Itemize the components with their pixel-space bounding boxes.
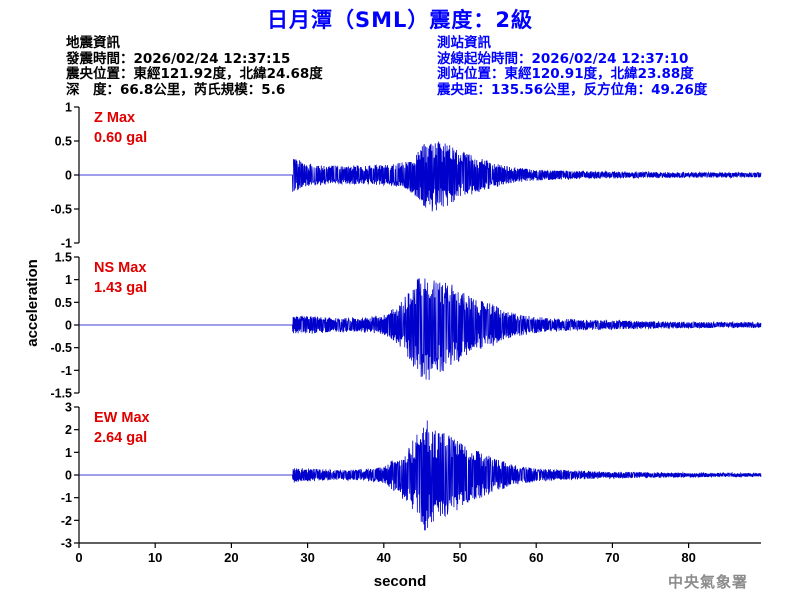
quake-info-heading: 地震資訊 <box>66 35 120 51</box>
station-info-heading: 測站資訊 <box>437 35 491 51</box>
x-tick-label: 10 <box>148 550 162 565</box>
page-title: 日月潭（SML）震度：2級 <box>266 8 533 32</box>
y-tick-label: 0 <box>65 169 72 183</box>
station-distance-azimuth: 震央距：135.56公里，反方位角：49.26度 <box>437 81 708 98</box>
x-tick-label: 30 <box>300 550 314 565</box>
x-tick-label: 60 <box>529 550 543 565</box>
x-tick-label: 0 <box>75 550 82 565</box>
x-tick-label: 80 <box>681 550 695 565</box>
max-value-z: 0.60 gal <box>94 130 147 146</box>
y-tick-label: 2 <box>65 423 72 437</box>
y-tick-label: 1 <box>65 273 72 287</box>
x-tick-label: 50 <box>453 550 467 565</box>
max-label-ew: EW Max <box>94 410 150 426</box>
y-tick-label: 3 <box>65 401 72 415</box>
y-tick-label: -2 <box>61 514 72 528</box>
y-tick-label: -3 <box>61 537 72 551</box>
quake-depth-magnitude: 深 度：66.8公里，芮氏規模：5.6 <box>66 81 286 98</box>
y-tick-label: -1 <box>61 491 72 505</box>
max-value-ew: 2.64 gal <box>94 430 147 446</box>
waveform-ns <box>79 278 762 380</box>
y-tick-label: 0 <box>65 469 72 483</box>
station-info-block: 測站資訊 波線起始時間：2026/02/24 12:37:10 測站位置：東經1… <box>437 35 708 98</box>
x-tick-label: 20 <box>224 550 238 565</box>
x-axis-title: second <box>374 573 427 590</box>
y-tick-label: 0.5 <box>55 296 72 310</box>
max-label-z: Z Max <box>94 110 135 126</box>
agency-name: 中央氣象署 <box>667 573 748 591</box>
y-tick-label: -1 <box>61 364 72 378</box>
y-tick-label: 1 <box>65 101 72 115</box>
x-tick-label: 70 <box>605 550 619 565</box>
y-tick-label: -1 <box>61 237 72 251</box>
y-tick-label: -0.5 <box>50 203 72 217</box>
station-wave-start: 波線起始時間：2026/02/24 12:37:10 <box>437 50 689 67</box>
station-location: 測站位置：東經120.91度，北緯23.88度 <box>437 66 694 82</box>
x-tick-label: 40 <box>377 550 391 565</box>
y-tick-label: 1 <box>65 446 72 460</box>
max-value-ns: 1.43 gal <box>94 280 147 296</box>
waveform-z <box>79 141 762 212</box>
max-label-ns: NS Max <box>94 260 146 276</box>
quake-origin-time: 發震時間：2026/02/24 12:37:15 <box>66 50 291 67</box>
y-tick-label: -1.5 <box>50 387 72 401</box>
y-tick-label: 0 <box>65 319 72 333</box>
y-tick-label: -0.5 <box>50 341 72 355</box>
y-tick-label: 1.5 <box>55 251 72 265</box>
quake-epicenter: 震央位置：東經121.92度，北緯24.68度 <box>66 66 323 82</box>
y-axis-title: acceleration <box>24 259 41 347</box>
quake-info-block: 地震資訊 發震時間：2026/02/24 12:37:15 震央位置：東經121… <box>66 35 323 98</box>
waveform-ew <box>79 420 762 531</box>
y-tick-label: 0.5 <box>55 135 72 149</box>
